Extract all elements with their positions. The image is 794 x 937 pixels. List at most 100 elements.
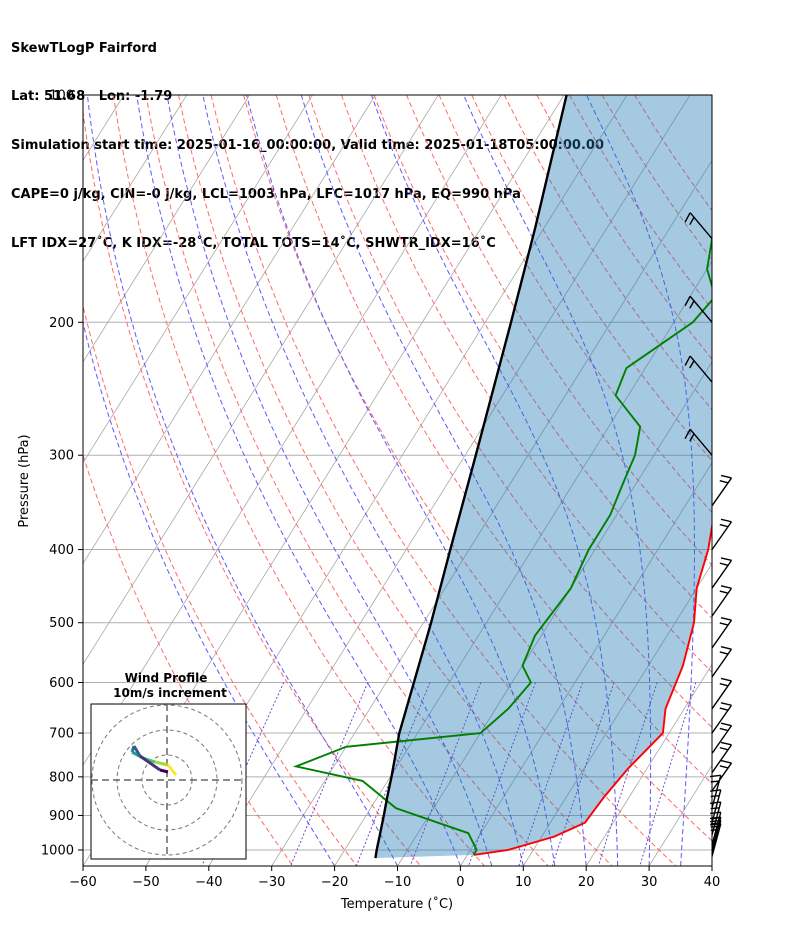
index-line: LFT IDX=27˚C, K IDX=-28˚C, TOTAL TOTS=14… (11, 236, 496, 252)
isotherm-line (83, 95, 250, 363)
mixing-ratio-line (290, 682, 369, 866)
y-tick-label: 300 (49, 449, 74, 464)
isotherm-line (334, 260, 712, 866)
moist-adiabat (166, 95, 493, 866)
isotherm-line (83, 95, 313, 464)
dry-adiabat (178, 95, 613, 866)
dry-adiabat (373, 95, 712, 619)
mixing-ratio-line (639, 682, 697, 866)
time-line: Simulation start time: 2025-01-16_00:00:… (11, 138, 604, 154)
mixing-ratio-line (468, 682, 536, 866)
hodograph-trace (159, 768, 169, 774)
isotherm-line (711, 865, 712, 866)
dry-adiabat (145, 95, 549, 866)
y-tick-label: 400 (49, 543, 74, 558)
mixing-ratio-line (597, 682, 658, 866)
hodograph-title: Wind Profile (125, 671, 208, 685)
wind-barb (711, 646, 733, 678)
hodograph-trace (166, 764, 178, 776)
wind-barb (710, 822, 722, 857)
moist-adiabat (136, 95, 461, 866)
wind-barb (711, 741, 733, 774)
y-tick-label: 200 (49, 316, 74, 331)
wind-barb (684, 428, 713, 456)
hodograph-subtitle: 10m/s increment (113, 686, 227, 700)
mixing-ratio-line (518, 682, 584, 866)
hodograph-trace (139, 754, 161, 772)
y-tick-label: 100 (49, 89, 74, 104)
wind-barb (711, 474, 733, 507)
x-tick-label: −10 (384, 875, 411, 890)
wind-barb (711, 722, 733, 754)
hodograph-trace (132, 745, 142, 757)
wind-barb (711, 759, 733, 792)
isotherm-line (775, 95, 794, 866)
mixing-ratio-line (355, 682, 431, 866)
x-tick-label: −40 (195, 875, 222, 890)
dry-adiabat (112, 95, 485, 866)
temperature-profile-line (473, 521, 712, 856)
y-axis-label: Pressure (hPa) (17, 434, 32, 527)
x-tick-label: 30 (641, 875, 658, 890)
dry-adiabat (275, 95, 712, 785)
mixing-ratio-line (409, 682, 482, 866)
cin-shading (375, 95, 712, 859)
wind-barb (711, 585, 733, 617)
dry-adiabat (243, 95, 712, 842)
isotherm-line (83, 95, 376, 565)
x-axis-label: Temperature (˚C) (340, 896, 453, 912)
x-tick-label: 0 (456, 875, 464, 890)
dry-adiabat (210, 95, 677, 866)
dry-adiabat (340, 95, 712, 674)
x-tick-label: 10 (515, 875, 532, 890)
cape-line: CAPE=0 j/kg, CIN=-0 j/kg, LCL=1003 hPa, … (11, 187, 521, 203)
moist-adiabat (86, 95, 398, 866)
wind-barb (711, 617, 733, 649)
moist-adiabat (202, 95, 524, 866)
y-tick-label: 900 (49, 809, 74, 824)
y-tick-label: 500 (49, 616, 74, 631)
wind-barb (684, 355, 713, 383)
x-tick-label: −20 (321, 875, 348, 890)
isotherm-line (83, 95, 439, 666)
y-tick-label: 800 (49, 770, 74, 785)
wind-barb (711, 557, 733, 589)
moist-adiabat (300, 95, 587, 866)
x-tick-label: −30 (258, 875, 285, 890)
parcel-profile-line (374, 95, 568, 859)
chart-title: SkewTLogP Fairford (11, 40, 157, 56)
wind-barb (710, 816, 722, 851)
x-tick-label: 40 (704, 875, 721, 890)
isotherm-line (271, 159, 712, 866)
y-tick-label: 700 (49, 727, 74, 742)
hodograph-trace (154, 760, 169, 767)
isotherm-line (522, 562, 712, 866)
x-tick-label: −60 (69, 875, 96, 890)
wind-barb (684, 212, 713, 240)
wind-barb (711, 702, 733, 734)
dry-adiabat (308, 95, 712, 729)
location-line: Lat: 51.68 Lon: -1.79 (11, 89, 173, 105)
wind-barb (711, 518, 733, 551)
wind-barb (684, 295, 713, 323)
moist-adiabat (83, 320, 336, 866)
wind-barb (711, 677, 733, 710)
wind-barb (710, 819, 722, 854)
isotherm-line (585, 663, 712, 866)
moist-adiabat (370, 95, 619, 866)
isotherm-line (460, 462, 712, 866)
mixing-ratio-line (551, 682, 615, 866)
moist-adiabat (246, 95, 556, 866)
wind-barb (710, 789, 722, 823)
x-tick-label: 20 (578, 875, 595, 890)
hodograph-inset: Wind Profile 10m/s increment (90, 671, 247, 860)
chart-header: SkewTLogP Fairford Lat: 51.68 Lon: -1.79… (11, 8, 604, 269)
y-tick-label: 1000 (41, 844, 74, 859)
dry-adiabat (83, 304, 358, 866)
moist-adiabat (463, 95, 652, 866)
x-tick-label: −50 (132, 875, 159, 890)
y-tick-label: 600 (49, 676, 74, 691)
isotherm-line (83, 95, 188, 262)
isotherm-line (208, 95, 691, 866)
